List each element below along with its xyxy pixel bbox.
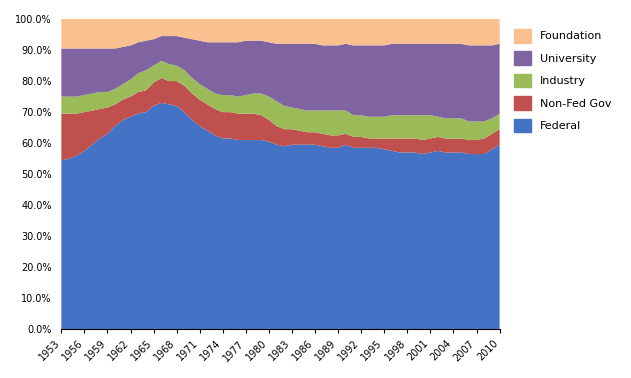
Legend: Foundation, University, Industry, Non-Fed Gov, Federal: Foundation, University, Industry, Non-Fe… xyxy=(510,25,615,137)
